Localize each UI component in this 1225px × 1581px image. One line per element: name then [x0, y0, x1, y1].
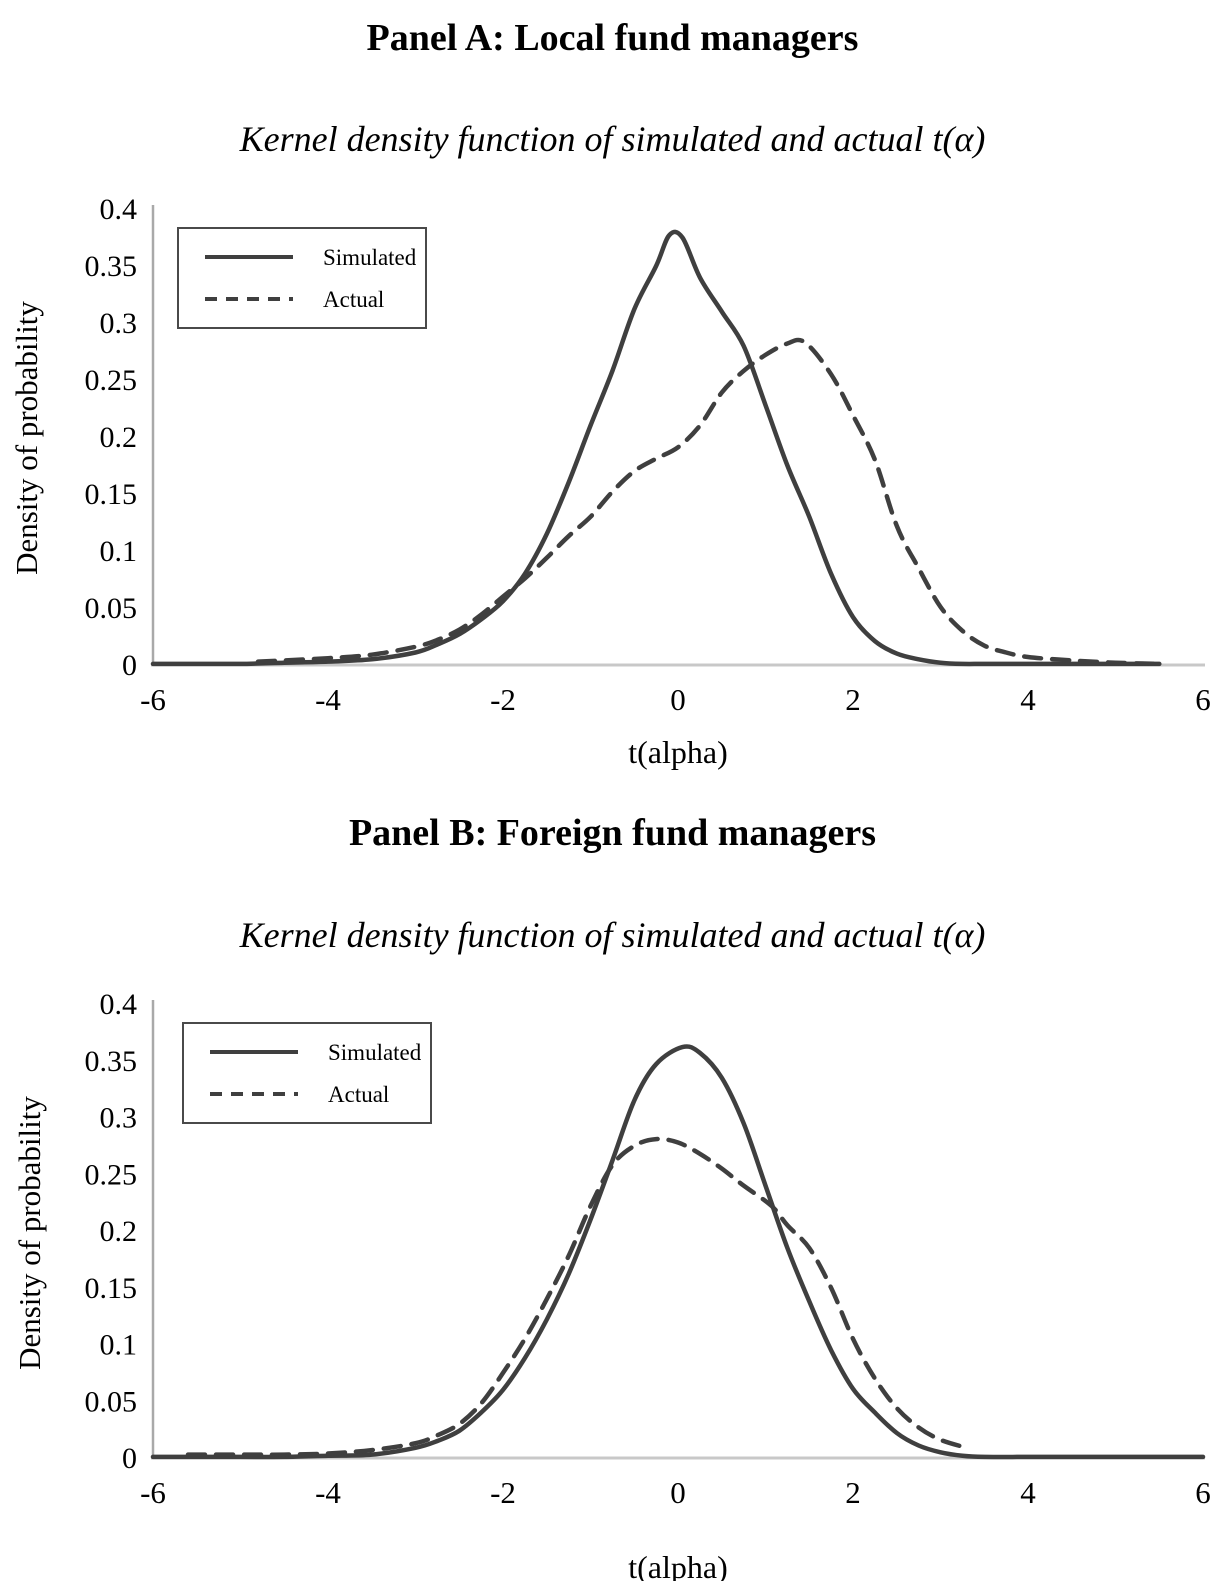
panel-b-ylabel: Density of probability: [12, 1096, 47, 1370]
legend-label: Simulated: [328, 1039, 422, 1065]
x-axis-title: t(alpha): [628, 734, 728, 770]
solid-line-swatch: [210, 1050, 298, 1054]
x-tick-label: 2: [845, 682, 861, 717]
y-tick-label: 0.25: [85, 1158, 138, 1191]
dashed-line-swatch: [210, 1092, 298, 1096]
x-tick-label: -2: [490, 1475, 516, 1510]
curve-simulated: [150, 1044, 1206, 1460]
y-tick-label: 0: [122, 649, 137, 682]
legend-item-actual: Actual: [205, 286, 425, 312]
x-tick-label: 6: [1195, 1475, 1211, 1510]
y-tick-label: 0.35: [85, 1045, 138, 1078]
y-tick-label: 0.1: [100, 535, 138, 568]
panel-b-legend: Simulated Actual: [182, 1022, 432, 1124]
legend-item-simulated: Simulated: [210, 1039, 430, 1065]
panel-b-title: Panel B: Foreign fund managers: [348, 812, 877, 854]
y-tick-label: 0.35: [85, 250, 138, 283]
x-axis-title: t(alpha): [628, 1549, 728, 1581]
x-tick-label: -4: [315, 682, 341, 717]
panel-a-ylabel: Density of probability: [9, 301, 44, 575]
curve-simulated: [150, 229, 1162, 667]
x-tick-label: 0: [670, 682, 686, 717]
y-tick-label: 0.15: [85, 1272, 138, 1305]
legend-item-actual: Actual: [210, 1081, 430, 1107]
x-tick-label: 0: [670, 1475, 686, 1510]
x-tick-label: -4: [315, 1475, 341, 1510]
legend-item-simulated: Simulated: [205, 244, 425, 270]
y-tick-label: 0.3: [100, 307, 138, 340]
x-tick-label: -6: [140, 1475, 166, 1510]
y-tick-label: 0.1: [100, 1329, 138, 1362]
panel-a-legend: Simulated Actual: [177, 227, 427, 329]
panel-a-title: Panel A: Local fund managers: [366, 17, 859, 59]
y-tick-label: 0.4: [100, 193, 138, 226]
dashed-line-swatch: [205, 297, 293, 301]
x-tick-label: 4: [1020, 1475, 1036, 1510]
solid-line-swatch: [205, 255, 293, 259]
y-tick-label: 0.25: [85, 364, 138, 397]
y-tick-label: 0.05: [85, 592, 138, 625]
y-tick-label: 0.15: [85, 478, 138, 511]
curve-actual: [185, 1136, 970, 1457]
legend-label: Simulated: [323, 244, 417, 270]
x-tick-label: -6: [140, 682, 166, 717]
panel-a-subtitle: Kernel density function of simulated and…: [239, 119, 986, 159]
y-tick-label: 0.05: [85, 1385, 138, 1418]
y-tick-label: 0.3: [100, 1102, 138, 1135]
y-tick-label: 0.2: [100, 1215, 138, 1248]
panel-b-subtitle: Kernel density function of simulated and…: [239, 915, 986, 955]
y-tick-label: 0.4: [100, 988, 138, 1021]
legend-label: Actual: [323, 286, 385, 312]
x-tick-label: -2: [490, 682, 516, 717]
curve-actual: [255, 337, 1162, 667]
y-tick-label: 0.2: [100, 421, 138, 454]
y-tick-label: 0: [122, 1442, 137, 1475]
x-tick-label: 2: [845, 1475, 861, 1510]
x-tick-label: 4: [1020, 682, 1036, 717]
x-tick-label: 6: [1195, 682, 1211, 717]
legend-label: Actual: [328, 1081, 390, 1107]
